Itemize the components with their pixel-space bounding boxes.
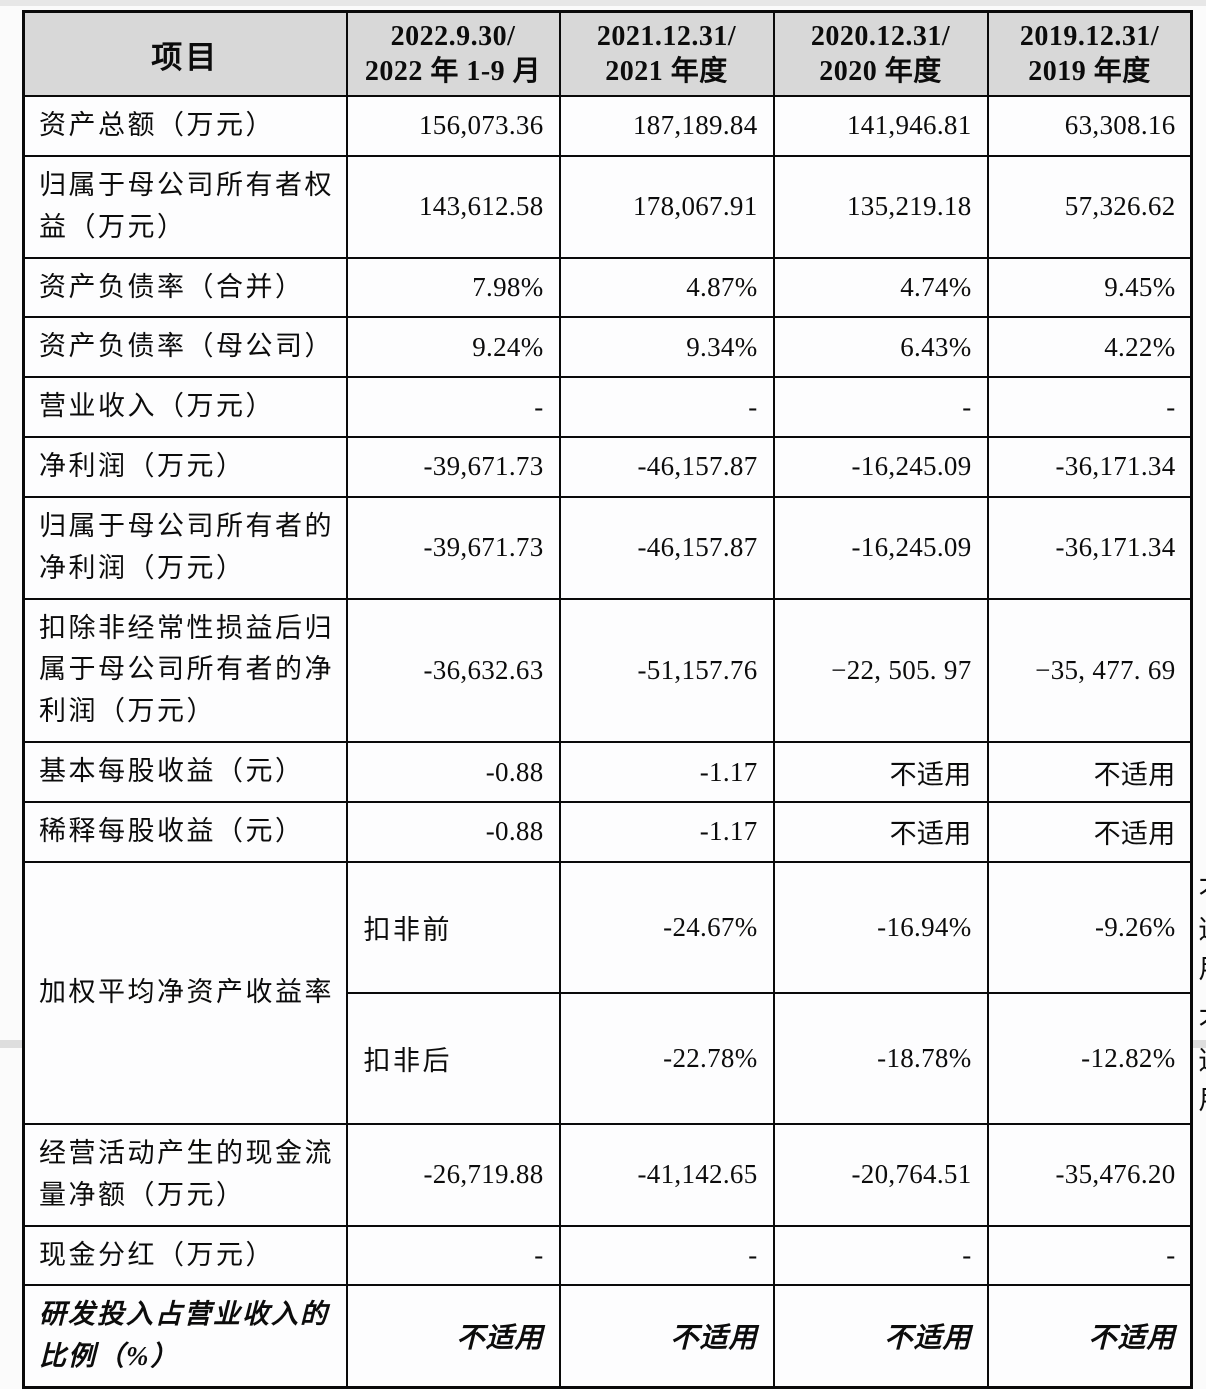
table-row-parent-net-profit: 归属于母公司所有者的净利润（万元） -39,671.73 -46,157.87 … bbox=[24, 497, 1192, 599]
value-cell: -39,671.73 bbox=[347, 437, 560, 497]
value-cell: -22.78% bbox=[560, 993, 774, 1124]
row-label: 研发投入占营业收入的比例（%） bbox=[24, 1285, 347, 1387]
value-cell: - bbox=[774, 1226, 988, 1286]
value-cell: -24.67% bbox=[560, 862, 774, 993]
value-cell: 不适用 bbox=[560, 1285, 774, 1387]
table-row-net-profit: 净利润（万元） -39,671.73 -46,157.87 -16,245.09… bbox=[24, 437, 1192, 497]
financial-summary-table: 项目 2022.9.30/ 2022 年 1-9 月 2021.12.31/ 2… bbox=[22, 10, 1193, 1389]
row-label: 净利润（万元） bbox=[24, 437, 347, 497]
row-label: 资产负债率（合并） bbox=[24, 258, 347, 318]
row-sub-label: 扣非后 bbox=[347, 993, 560, 1124]
value-cell: −22, 505. 97 bbox=[774, 599, 988, 743]
value-cell: 135,219.18 bbox=[774, 156, 988, 258]
value-cell: -20,764.51 bbox=[774, 1124, 988, 1226]
table-row-debt-ratio-consolidated: 资产负债率（合并） 7.98% 4.87% 4.74% 9.45% bbox=[24, 258, 1192, 318]
value-cell: 141,946.81 bbox=[774, 96, 988, 156]
value-cell: -1.17 bbox=[560, 742, 774, 802]
value-cell: 4.74% bbox=[774, 258, 988, 318]
row-label: 稀释每股收益（元） bbox=[24, 802, 347, 862]
value-cell: 187,189.84 bbox=[560, 96, 774, 156]
value-cell: 不适用 bbox=[347, 1285, 560, 1387]
value-cell: 63,308.16 bbox=[988, 96, 1192, 156]
value-cell: 6.43% bbox=[774, 317, 988, 377]
value-cell: 9.45% bbox=[988, 258, 1192, 318]
table-row-debt-ratio-parent: 资产负债率（母公司） 9.24% 9.34% 6.43% 4.22% bbox=[24, 317, 1192, 377]
value-cell: - bbox=[347, 377, 560, 437]
row-sub-label: 扣非前 bbox=[347, 862, 560, 993]
column-header-period-2020: 2020.12.31/ 2020 年度 bbox=[774, 12, 988, 97]
value-cell: -12.82% bbox=[988, 993, 1192, 1124]
value-cell: -16,245.09 bbox=[774, 497, 988, 599]
value-cell: -46,157.87 bbox=[560, 497, 774, 599]
value-cell: 9.34% bbox=[560, 317, 774, 377]
row-label: 归属于母公司所有者权益（万元） bbox=[24, 156, 347, 258]
value-cell: 7.98% bbox=[347, 258, 560, 318]
row-group-label-roe: 加权平均净资产收益率 bbox=[24, 862, 347, 1124]
value-cell: 156,073.36 bbox=[347, 96, 560, 156]
value-cell: -1.17 bbox=[560, 802, 774, 862]
table-row-diluted-eps: 稀释每股收益（元） -0.88 -1.17 不适用 不适用 bbox=[24, 802, 1192, 862]
value-cell: -36,171.34 bbox=[988, 437, 1192, 497]
value-cell: 不适用 bbox=[988, 802, 1192, 862]
value-cell: -0.88 bbox=[347, 742, 560, 802]
value-cell: - bbox=[347, 1226, 560, 1286]
value-cell: - bbox=[774, 377, 988, 437]
value-cell: -36,171.34 bbox=[988, 497, 1192, 599]
row-label: 扣除非经常性损益后归属于母公司所有者的净利润（万元） bbox=[24, 599, 347, 743]
value-cell: -39,671.73 bbox=[347, 497, 560, 599]
value-cell: 143,612.58 bbox=[347, 156, 560, 258]
header-row: 项目 2022.9.30/ 2022 年 1-9 月 2021.12.31/ 2… bbox=[24, 12, 1192, 97]
value-cell: - bbox=[988, 1226, 1192, 1286]
table-row-deducted-net-profit: 扣除非经常性损益后归属于母公司所有者的净利润（万元） -36,632.63 -5… bbox=[24, 599, 1192, 743]
value-cell: -16.94% bbox=[774, 862, 988, 993]
row-label: 经营活动产生的现金流量净额（万元） bbox=[24, 1124, 347, 1226]
item-column-title: 项目 bbox=[29, 32, 342, 77]
value-cell: 不适用 bbox=[988, 742, 1192, 802]
value-cell: 4.22% bbox=[988, 317, 1192, 377]
value-cell: -41,142.65 bbox=[560, 1124, 774, 1226]
column-header-item: 项目 bbox=[24, 12, 347, 97]
value-cell: 不适用 bbox=[774, 1285, 988, 1387]
value-cell: -16,245.09 bbox=[774, 437, 988, 497]
row-label: 营业收入（万元） bbox=[24, 377, 347, 437]
column-header-period-2022: 2022.9.30/ 2022 年 1-9 月 bbox=[347, 12, 560, 97]
value-cell: - bbox=[560, 1226, 774, 1286]
value-cell: -51,157.76 bbox=[560, 599, 774, 743]
value-cell: -18.78% bbox=[774, 993, 988, 1124]
value-cell: 不适用 bbox=[774, 802, 988, 862]
column-header-period-2019: 2019.12.31/ 2019 年度 bbox=[988, 12, 1192, 97]
value-cell: -35,476.20 bbox=[988, 1124, 1192, 1226]
value-cell: -46,157.87 bbox=[560, 437, 774, 497]
row-label: 归属于母公司所有者的净利润（万元） bbox=[24, 497, 347, 599]
table-row-basic-eps: 基本每股收益（元） -0.88 -1.17 不适用 不适用 bbox=[24, 742, 1192, 802]
table-row-cash-dividend: 现金分红（万元） - - - - bbox=[24, 1226, 1192, 1286]
row-label: 现金分红（万元） bbox=[24, 1226, 347, 1286]
value-cell: 不适用 bbox=[988, 1285, 1192, 1387]
table-row-roe-before-deduction: 加权平均净资产收益率 扣非前 -24.67% -16.94% -9.26% 不适… bbox=[24, 862, 1192, 993]
value-cell: 178,067.91 bbox=[560, 156, 774, 258]
row-label: 资产负债率（母公司） bbox=[24, 317, 347, 377]
value-cell: −35, 477. 69 bbox=[988, 599, 1192, 743]
value-cell: -9.26% bbox=[988, 862, 1192, 993]
value-cell: - bbox=[560, 377, 774, 437]
value-cell: 9.24% bbox=[347, 317, 560, 377]
table-row-rd-ratio: 研发投入占营业收入的比例（%） 不适用 不适用 不适用 不适用 bbox=[24, 1285, 1192, 1387]
page-edge-top bbox=[0, 0, 1206, 6]
table-row-parent-equity: 归属于母公司所有者权益（万元） 143,612.58 178,067.91 13… bbox=[24, 156, 1192, 258]
row-label: 资产总额（万元） bbox=[24, 96, 347, 156]
value-cell: -0.88 bbox=[347, 802, 560, 862]
table-row-operating-revenue: 营业收入（万元） - - - - bbox=[24, 377, 1192, 437]
table-row-operating-cash-flow: 经营活动产生的现金流量净额（万元） -26,719.88 -41,142.65 … bbox=[24, 1124, 1192, 1226]
value-cell: -36,632.63 bbox=[347, 599, 560, 743]
table-row-total-assets: 资产总额（万元） 156,073.36 187,189.84 141,946.8… bbox=[24, 96, 1192, 156]
value-cell: -26,719.88 bbox=[347, 1124, 560, 1226]
value-cell: 4.87% bbox=[560, 258, 774, 318]
value-cell: 57,326.62 bbox=[988, 156, 1192, 258]
value-cell: 不适用 bbox=[774, 742, 988, 802]
row-label: 基本每股收益（元） bbox=[24, 742, 347, 802]
column-header-period-2021: 2021.12.31/ 2021 年度 bbox=[560, 12, 774, 97]
value-cell: - bbox=[988, 377, 1192, 437]
